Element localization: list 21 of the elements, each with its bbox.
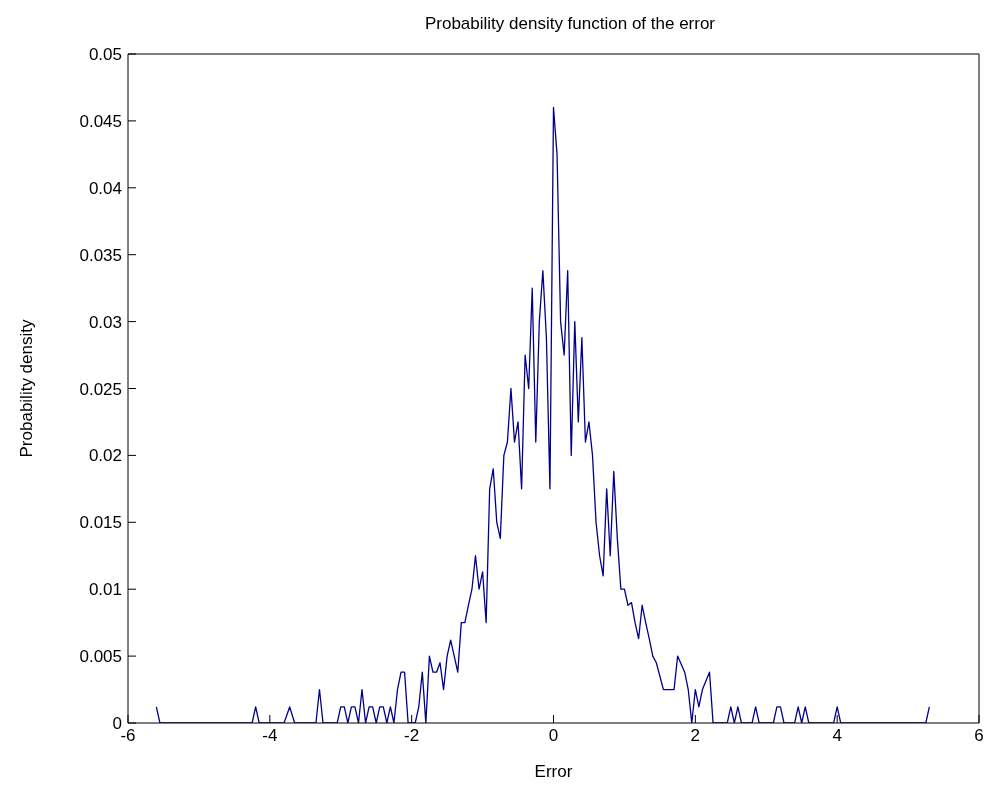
x-tick-label: -4 [262, 726, 278, 746]
y-tick-label: 0.045 [79, 111, 122, 131]
y-tick-label: 0.04 [88, 178, 122, 198]
x-tick-label: 4 [832, 726, 842, 746]
y-tick-label: 0.035 [79, 245, 122, 265]
x-tick-label: -6 [120, 726, 136, 746]
y-tick-label: 0.02 [88, 446, 122, 466]
y-tick-label: 0.015 [79, 513, 122, 533]
x-axis-title: Error [534, 762, 573, 781]
x-tick-label: -2 [404, 726, 420, 746]
x-tick-label: 2 [690, 726, 701, 746]
x-tick-label: 6 [974, 726, 984, 746]
y-tick-label: 0.025 [79, 379, 122, 399]
y-axis-title: Probability density [17, 319, 37, 458]
y-tick-label: 0.01 [88, 580, 122, 600]
x-tick-label: 0 [548, 726, 559, 746]
chart-title: Probability density function of the error [423, 14, 717, 34]
y-tick-label: 0.05 [88, 45, 122, 65]
y-tick-label: 0.03 [88, 312, 122, 332]
line-series [155, 106, 931, 723]
y-tick-label: 0.005 [79, 647, 122, 667]
